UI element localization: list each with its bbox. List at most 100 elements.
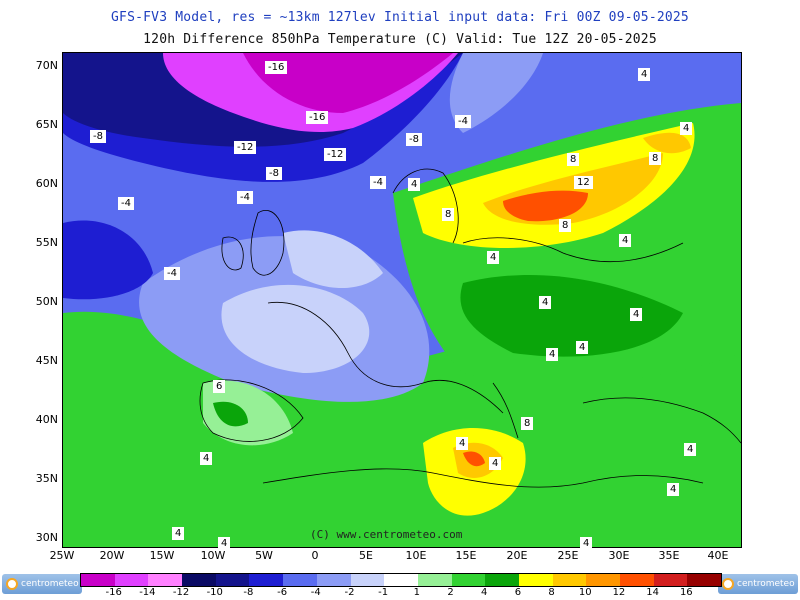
legend-swatch (552, 574, 587, 586)
contour-label: 8 (649, 152, 662, 165)
contour-label: 4 (200, 452, 213, 465)
contour-label: 8 (521, 417, 534, 430)
legend-swatch (316, 574, 351, 586)
lat-label-40n: 40N (35, 413, 58, 426)
centrometeo-logo-right[interactable]: centrometeo (718, 574, 798, 594)
contour-label: 4 (172, 527, 185, 540)
legend-swatch (182, 574, 216, 586)
contour-label: -8 (406, 133, 422, 146)
contour-label: 4 (667, 483, 680, 496)
lat-label-35n: 35N (35, 472, 58, 485)
lat-label-55n: 55N (35, 236, 58, 249)
contour-label: 4 (576, 341, 589, 354)
lat-label-60n: 60N (35, 177, 58, 190)
legend-tick-label: -10 (206, 587, 223, 598)
contour-label: 4 (619, 234, 632, 247)
contour-label: 4 (580, 537, 593, 550)
contour-label: 4 (489, 457, 502, 470)
lon-label-30e: 30E (608, 549, 630, 562)
lon-label-0: 0 (311, 549, 319, 562)
legend-swatch (215, 574, 250, 586)
contour-label: 4 (539, 296, 552, 309)
legend-swatch (384, 574, 418, 586)
lon-label-25e: 25E (557, 549, 579, 562)
legend-tick-label: -8 (243, 587, 254, 598)
legend-swatch (485, 574, 519, 586)
contour-label: -16 (306, 111, 329, 124)
legend-tick-label: 4 (481, 587, 488, 598)
legend-tick-label: 10 (578, 587, 592, 598)
contour-label: -12 (234, 141, 257, 154)
legend-tick-label: -2 (344, 587, 355, 598)
legend-tick-label: 12 (612, 587, 626, 598)
centrometeo-logo-left[interactable]: centrometeo (2, 574, 82, 594)
copyright-text: (C) www.centrometeo.com (310, 528, 463, 541)
contour-label: 6 (213, 380, 226, 393)
legend-swatch (518, 574, 553, 586)
legend-tick-label: 8 (548, 587, 555, 598)
lat-label-50n: 50N (35, 295, 58, 308)
legend-swatch (417, 574, 452, 586)
color-scale-legend (80, 573, 722, 587)
lon-label-25w: 25W (49, 549, 75, 562)
contour-label: -4 (118, 197, 134, 210)
legend-tick-label: -6 (277, 587, 288, 598)
contour-label: 4 (218, 537, 231, 550)
lon-label-35e: 35E (658, 549, 680, 562)
contour-label: 8 (559, 219, 572, 232)
lat-label-65n: 65N (35, 118, 58, 131)
contour-label: -8 (266, 167, 282, 180)
contour-label: 4 (680, 122, 693, 135)
logo-text: centrometeo (737, 579, 795, 589)
logo-icon (6, 578, 18, 590)
lon-label-15w: 15W (149, 549, 175, 562)
legend-swatch (283, 574, 317, 586)
contour-label: 4 (684, 443, 697, 456)
contour-label: 4 (546, 348, 559, 361)
contour-label: 8 (442, 208, 455, 221)
legend-swatch (586, 574, 620, 586)
legend-swatch (350, 574, 385, 586)
contour-label: -4 (164, 267, 180, 280)
title-line-1: GFS-FV3 Model, res = ~13km 127lev Initia… (111, 10, 689, 25)
legend-tick-label: 2 (447, 587, 454, 598)
contour-label: 4 (638, 68, 651, 81)
legend-tick-label: -16 (105, 587, 122, 598)
legend-swatch (148, 574, 183, 586)
lon-label-5w: 5W (255, 549, 273, 562)
legend-tick-label: 6 (514, 587, 522, 598)
contour-label: -12 (324, 148, 347, 161)
contour-label: -4 (237, 191, 253, 204)
logo-icon (722, 578, 734, 590)
contour-label: -4 (455, 115, 471, 128)
contour-label: -16 (265, 61, 288, 74)
legend-swatch (620, 574, 654, 586)
lon-label-20w: 20W (99, 549, 125, 562)
legend-swatch (249, 574, 284, 586)
legend-swatch (114, 574, 149, 586)
legend-tick-label: -4 (310, 587, 321, 598)
temperature-map (62, 52, 742, 548)
legend-tick-label: 1 (413, 587, 421, 598)
legend-tick-label: -14 (139, 587, 156, 598)
legend-swatch (653, 574, 688, 586)
contour-label: 12 (574, 176, 593, 189)
logo-text: centrometeo (21, 579, 79, 589)
legend-swatch (451, 574, 486, 586)
contour-label: 4 (456, 437, 469, 450)
contour-label: -8 (90, 130, 106, 143)
legend-swatch (687, 574, 722, 586)
legend-tick-label: -12 (172, 587, 190, 598)
contour-label: 4 (408, 178, 421, 191)
lon-label-20e: 20E (506, 549, 528, 562)
lon-label-15e: 15E (455, 549, 477, 562)
contour-label: 8 (567, 153, 580, 166)
legend-swatch (81, 574, 115, 586)
legend-tick-label: 16 (679, 587, 693, 598)
contour-label: 4 (487, 251, 500, 264)
lat-label-70n: 70N (35, 59, 58, 72)
title-line-2: 120h Difference 850hPa Temperature (C) V… (143, 32, 657, 47)
legend-tick-label: -1 (378, 587, 389, 598)
lat-label-45n: 45N (35, 354, 58, 367)
legend-tick-label: 14 (646, 587, 659, 598)
